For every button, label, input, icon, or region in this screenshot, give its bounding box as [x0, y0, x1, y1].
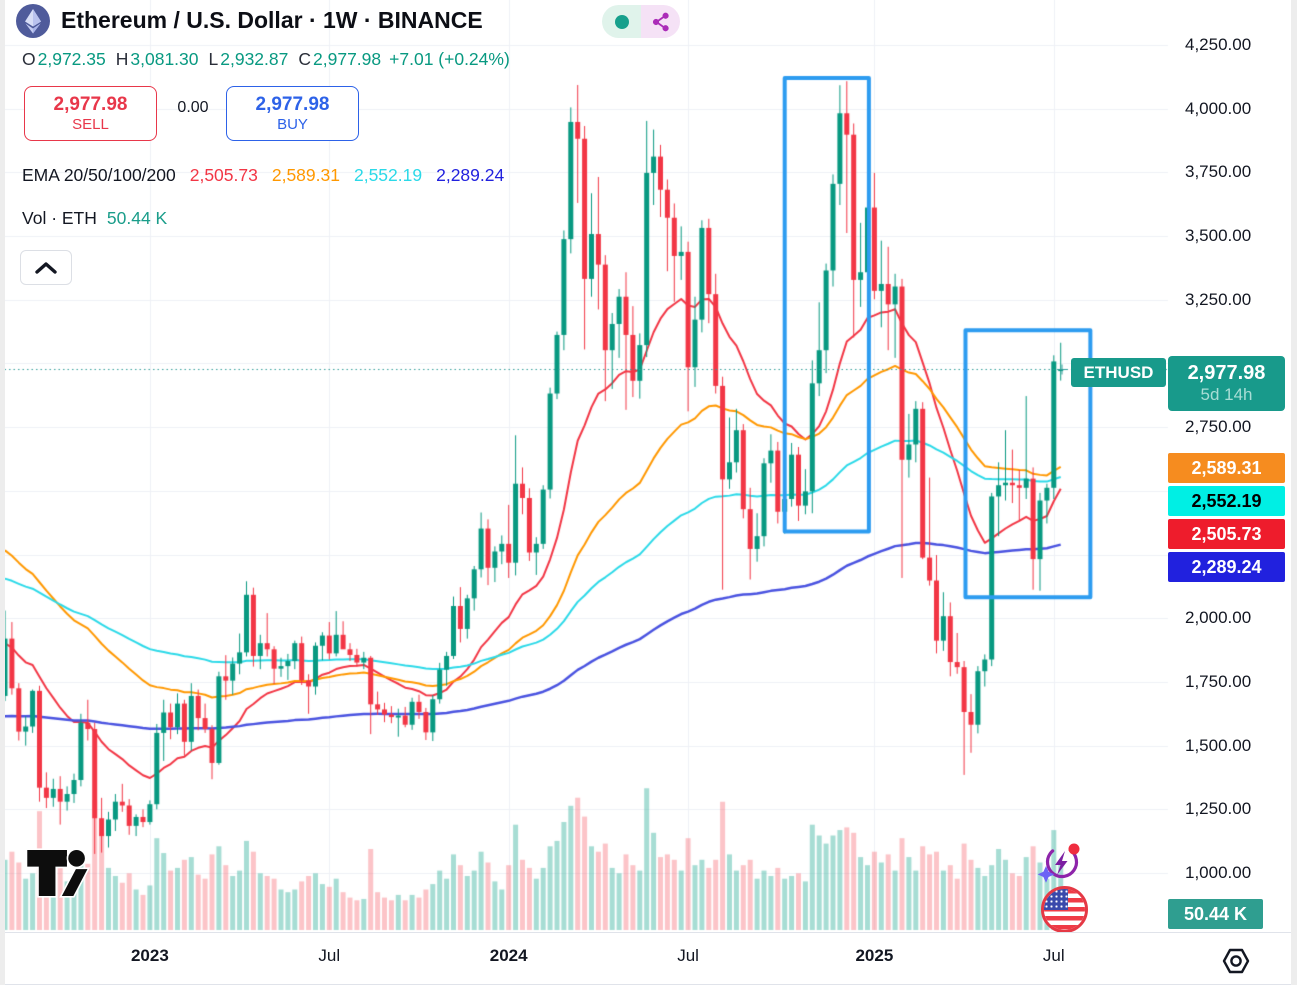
- buy-button[interactable]: 2,977.98 BUY: [226, 86, 359, 141]
- price-axis-label: 2,750.00: [1185, 417, 1252, 437]
- timezone-settings-icon[interactable]: [1218, 945, 1254, 977]
- sell-price: 2,977.98: [53, 93, 128, 115]
- tradingview-logo[interactable]: [26, 843, 90, 903]
- bar-countdown: 5d 14h: [1200, 385, 1253, 405]
- price-axis-label: 3,750.00: [1185, 162, 1252, 182]
- ema-tag: 2,289.24: [1168, 552, 1285, 582]
- ohlc-row: O 2,972.35 H 3,081.30 L 2,932.87 C 2,977.98 +7.0…: [22, 49, 510, 70]
- low-label: L: [208, 49, 219, 69]
- symbol-title[interactable]: Ethereum / U.S. Dollar · 1W · BINANCE: [61, 7, 483, 33]
- volume-indicator-value: 50.44 K: [106, 208, 168, 228]
- high-value: 3,081.30: [130, 49, 199, 69]
- time-axis-label: Jul: [677, 946, 699, 965]
- price-axis-label: 1,000.00: [1185, 863, 1252, 882]
- close-value: 2,977.98: [313, 49, 382, 69]
- ai-assistant-icon[interactable]: [1036, 836, 1086, 886]
- flag-canton: [1044, 889, 1068, 911]
- volume-badge: 50.44 K: [1168, 899, 1263, 929]
- buy-label: BUY: [277, 115, 308, 133]
- ema-value: 2,589.31: [271, 165, 340, 185]
- high-label: H: [115, 49, 129, 69]
- price-axis-label: 1,500.00: [1185, 735, 1252, 755]
- left-edge-strip: [0, 0, 5, 985]
- last-price-value: 2,977.98: [1187, 362, 1266, 385]
- time-axis-label: 2023: [130, 946, 169, 965]
- ema-values: 2,505.73 2,589.31 2,552.19 2,289.24: [176, 165, 505, 185]
- ema-value: 2,552.19: [353, 165, 423, 185]
- price-axis-label: 3,500.00: [1185, 226, 1252, 246]
- open-value: 2,972.35: [37, 49, 106, 69]
- us-flag-icon[interactable]: [1041, 886, 1088, 933]
- ema-tag: 2,589.31: [1168, 453, 1285, 483]
- volume-indicator-row[interactable]: Vol · ETH 50.44 K: [22, 208, 167, 229]
- time-axis-divider: [0, 932, 1297, 933]
- last-price-tag: 2,977.98 5d 14h: [1168, 356, 1285, 411]
- ema-tag: 2,505.73: [1168, 519, 1285, 549]
- time-axis-label: Jul: [318, 946, 341, 965]
- spread-value: 0.00: [177, 99, 209, 116]
- right-edge-strip: [1291, 0, 1297, 985]
- symbol-price-label: ETHUSD: [1071, 358, 1166, 387]
- footer-divider: [0, 984, 1297, 985]
- price-axis-label: 4,250.00: [1185, 35, 1252, 54]
- status-share-pill: [602, 5, 680, 38]
- close-label: C: [298, 49, 312, 69]
- ema-tag: 2,552.19: [1168, 486, 1285, 516]
- ema-indicator-label: EMA 20/50/100/200: [22, 165, 176, 185]
- open-label: O: [22, 49, 36, 69]
- ema-value: 2,289.24: [436, 165, 505, 185]
- ema-indicator-row[interactable]: EMA 20/50/100/200 2,505.73 2,589.31 2,552.1…: [22, 165, 504, 186]
- change-value: +7.01 (+0.24%): [389, 49, 510, 69]
- time-axis-label: Jul: [1042, 946, 1065, 965]
- volume-indicator-label: Vol · ETH: [22, 208, 97, 228]
- sell-button[interactable]: 2,977.98 SELL: [24, 86, 157, 141]
- price-axis-label: 1,750.00: [1185, 671, 1252, 691]
- ema-value: 2,505.73: [189, 165, 258, 185]
- price-axis-label: 3,250.00: [1185, 289, 1252, 309]
- price-axis-label: 2,000.00: [1185, 608, 1252, 628]
- low-value: 2,932.87: [220, 49, 289, 69]
- chevron-up-icon: [35, 261, 57, 274]
- time-axis-label: 2025: [855, 946, 894, 965]
- price-axis-label: 4,000.00: [1185, 98, 1252, 118]
- share-icon: [652, 12, 669, 31]
- market-status-dot-icon: [614, 14, 629, 29]
- collapse-panel-button[interactable]: [20, 250, 72, 285]
- market-status-button[interactable]: [602, 5, 641, 38]
- time-axis-label: 2024: [489, 946, 528, 965]
- share-button[interactable]: [641, 5, 680, 38]
- ethereum-icon: [16, 4, 50, 38]
- price-axis-label: 1,250.00: [1185, 799, 1252, 819]
- sell-label: SELL: [72, 115, 109, 133]
- price-chart-canvas[interactable]: [0, 0, 1297, 933]
- buy-price: 2,977.98: [255, 93, 330, 115]
